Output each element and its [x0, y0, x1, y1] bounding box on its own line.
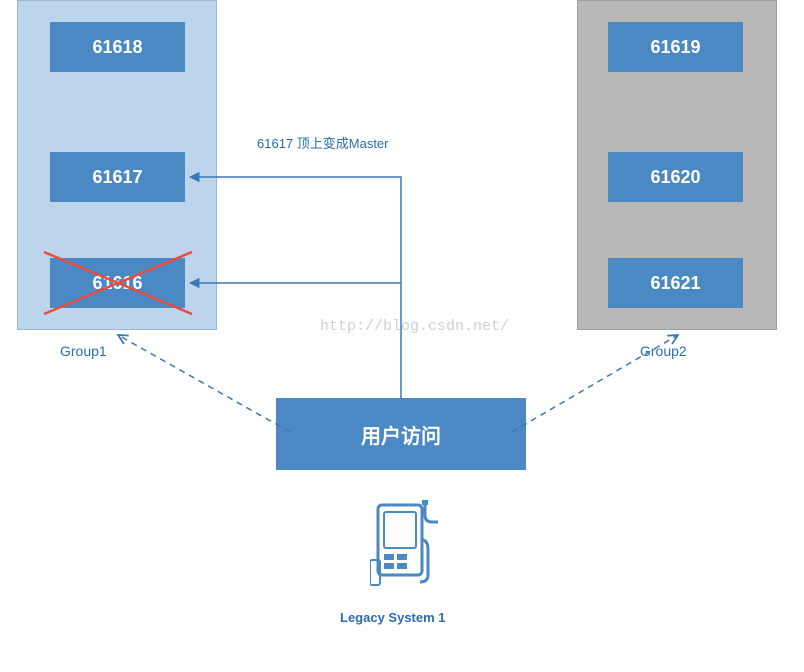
node-61616: 61616	[50, 258, 185, 308]
node-61620: 61620	[608, 152, 743, 202]
node-61618-label: 61618	[92, 37, 142, 58]
legacy-system-label: Legacy System 1	[340, 610, 446, 625]
node-61621-label: 61621	[650, 273, 700, 294]
node-61617-label: 61617	[92, 167, 142, 188]
group1-label: Group1	[60, 343, 107, 359]
node-61619-label: 61619	[650, 37, 700, 58]
legacy-system-icon	[370, 500, 440, 595]
connector-user-to-group1	[118, 335, 290, 432]
node-61618: 61618	[50, 22, 185, 72]
connector-user-to-61616	[190, 283, 401, 398]
annotation-text: 61617 顶上变成Master	[257, 133, 389, 152]
watermark-text: http://blog.csdn.net/	[320, 318, 509, 335]
connector-user-to-61617	[190, 177, 401, 283]
node-61621: 61621	[608, 258, 743, 308]
node-61619: 61619	[608, 22, 743, 72]
node-61616-label: 61616	[92, 273, 142, 294]
user-access-box: 用户访问	[276, 398, 526, 470]
group2-label: Group2	[640, 343, 687, 359]
node-61620-label: 61620	[650, 167, 700, 188]
user-access-label: 用户访问	[361, 420, 441, 449]
node-61617: 61617	[50, 152, 185, 202]
